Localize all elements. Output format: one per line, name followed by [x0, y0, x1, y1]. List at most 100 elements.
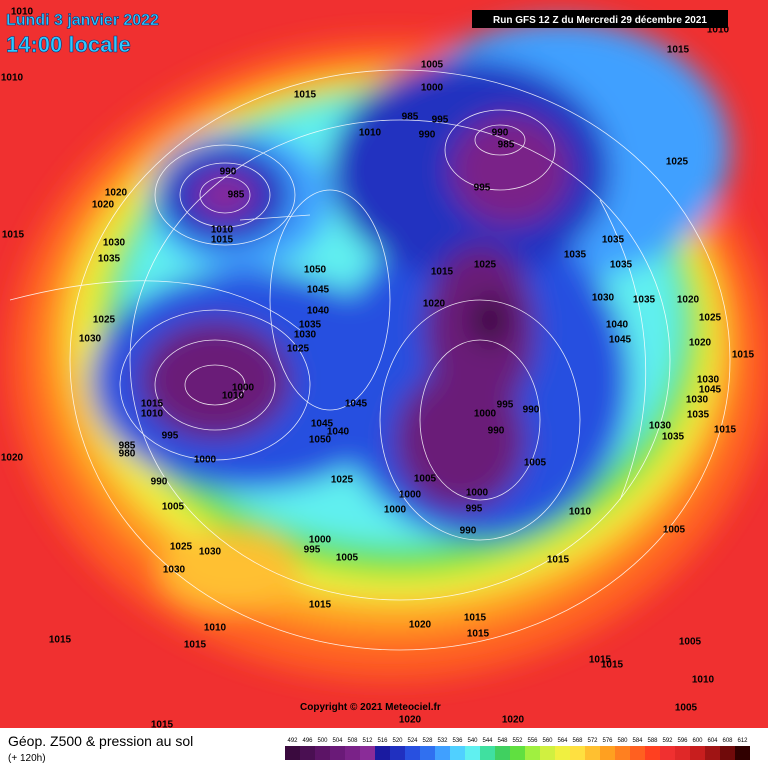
isobar-label: 1010 — [1, 73, 24, 84]
isobar-label: 1010 — [211, 225, 234, 236]
legend-label: 568 — [572, 738, 583, 744]
legend-swatch — [705, 746, 720, 760]
legend-label: 564 — [557, 738, 568, 744]
isobar-label: 1015 — [589, 655, 612, 666]
isobar-label: 990 — [460, 526, 477, 537]
legend-swatch — [600, 746, 615, 760]
legend-label: 560 — [542, 738, 553, 744]
legend-label: 600 — [692, 738, 703, 744]
isobar-label: 1025 — [699, 313, 722, 324]
legend-swatch — [300, 746, 315, 760]
legend-label: 492 — [287, 738, 298, 744]
isobar-label: 1015 — [667, 45, 690, 56]
isobar-label: 1030 — [103, 238, 126, 249]
isobar-labels: 1010101010151015101010051000995990985101… — [1, 7, 755, 731]
isobar-label: 1030 — [163, 565, 186, 576]
isobar-label: 1015 — [151, 720, 174, 731]
legend-label: 512 — [362, 738, 373, 744]
legend-swatch — [675, 746, 690, 760]
isobar-label: 1020 — [689, 338, 712, 349]
run-box — [472, 10, 728, 28]
isobar-label: 1015 — [184, 640, 207, 651]
isobar-label: 1045 — [311, 419, 334, 430]
legend-swatch — [330, 746, 345, 760]
legend-label: 580 — [617, 738, 628, 744]
isobar-label: 1045 — [307, 285, 330, 296]
isobar-label: 1040 — [307, 306, 330, 317]
legend-swatch — [660, 746, 675, 760]
time: 14:00 locale — [6, 32, 131, 57]
isobar-label: 1010 — [692, 675, 715, 686]
isobar-label: 1005 — [524, 458, 547, 469]
isobar-label: 995 — [162, 431, 179, 442]
isobar-label: 985 — [119, 441, 136, 452]
date: Lundi 3 janvier 2022 — [6, 12, 159, 29]
isobar-label: 1015 — [294, 90, 317, 101]
color-legend: 492 496 500 504 508 512 516 520 524 528 532 536 540 5… — [285, 738, 750, 760]
isobar-label: 1015 — [464, 613, 487, 624]
legend-swatch — [570, 746, 585, 760]
legend-label: 540 — [467, 738, 478, 744]
legend-label: 584 — [632, 738, 643, 744]
legend-swatch — [390, 746, 405, 760]
legend-swatch — [735, 746, 750, 760]
isobar-label: 995 — [466, 504, 483, 515]
isobar-label: 990 — [151, 477, 168, 488]
isobar-label: 985 — [402, 112, 419, 123]
isobar-label: 1015 — [2, 230, 25, 241]
isobar-label: 1035 — [98, 254, 121, 265]
isobar-label: 1025 — [666, 157, 689, 168]
isobar-label: 1035 — [662, 432, 685, 443]
isobar-label: 1005 — [675, 703, 698, 714]
isobar-label: 1030 — [592, 293, 615, 304]
legend-label: 572 — [587, 738, 598, 744]
isobar-label: 1000 — [232, 383, 255, 394]
legend-swatch — [645, 746, 660, 760]
legend-label: 556 — [527, 738, 538, 744]
isobar-label: 1015 — [49, 635, 72, 646]
field — [0, 0, 768, 728]
legend-swatch — [630, 746, 645, 760]
legend-swatch — [480, 746, 495, 760]
legend-swatch — [690, 746, 705, 760]
legend-swatch — [555, 746, 570, 760]
legend-label: 500 — [317, 738, 328, 744]
legend-swatch — [450, 746, 465, 760]
isobar-label: 1020 — [399, 715, 422, 726]
legend-swatch — [315, 746, 330, 760]
legend-label: 508 — [347, 738, 358, 744]
isobar-label: 1005 — [663, 525, 686, 536]
isobar-label: 1020 — [502, 715, 525, 726]
legend-label: 528 — [422, 738, 433, 744]
run-info: Run GFS 12 Z du Mercredi 29 décembre 202… — [493, 15, 707, 26]
isobar-label: 1005 — [421, 60, 444, 71]
isobar-label: 1050 — [309, 435, 332, 446]
isobar-label: 990 — [419, 130, 436, 141]
isobar-label: 1010 — [11, 7, 34, 18]
isobar-label: 1015 — [714, 425, 737, 436]
isobar-label: 1030 — [79, 334, 102, 345]
isobar-label: 1010 — [222, 391, 245, 402]
isobar-label: 1015 — [141, 399, 164, 410]
legend-label: 608 — [722, 738, 733, 744]
isobar-label: 1030 — [697, 375, 720, 386]
legend-swatch — [420, 746, 435, 760]
isobar-label: 1015 — [732, 350, 755, 361]
isobar-label: 1000 — [309, 535, 332, 546]
isobar-label: 1035 — [687, 410, 710, 421]
legend-swatch — [345, 746, 360, 760]
isobar-label: 985 — [228, 190, 245, 201]
isobar-label: 1040 — [327, 427, 350, 438]
isobar-label: 1000 — [399, 490, 422, 501]
isobar-label: 1015 — [547, 555, 570, 566]
legend-swatch — [495, 746, 510, 760]
isobar-label: 1000 — [384, 505, 407, 516]
isobar-label: 1035 — [610, 260, 633, 271]
legend-label: 604 — [707, 738, 718, 744]
legend-swatch — [525, 746, 540, 760]
isobar-label: 1035 — [564, 250, 587, 261]
isobar-label: 1015 — [601, 660, 624, 671]
isobar-label: 1020 — [409, 620, 432, 631]
isobar-label: 1000 — [466, 488, 489, 499]
